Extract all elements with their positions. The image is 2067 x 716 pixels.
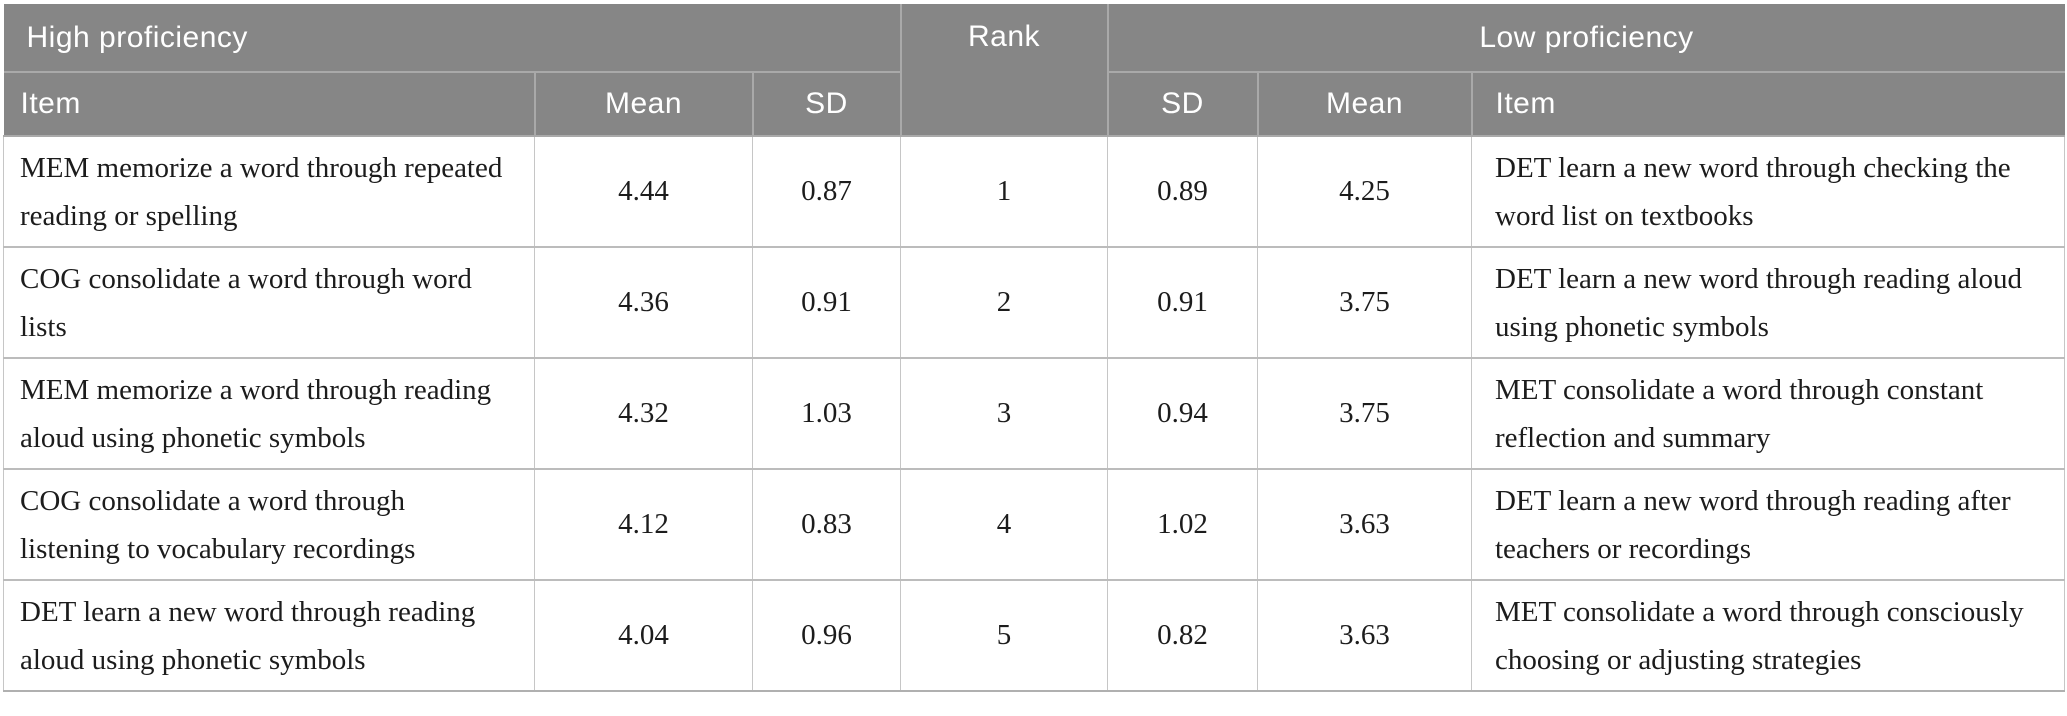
cell-low-sd: 1.02 bbox=[1107, 468, 1258, 580]
cell-low-item: MET consolidate a word through conscious… bbox=[1470, 579, 2066, 692]
cell-rank: 1 bbox=[900, 136, 1108, 247]
table-row: DET learn a new word through reading alo… bbox=[3, 579, 2066, 692]
page: High proficiency Rank Low proficiency It… bbox=[3, 4, 2066, 692]
cell-rank: 4 bbox=[900, 468, 1108, 580]
cell-low-sd: 0.94 bbox=[1107, 357, 1258, 469]
header-high-mean: Mean bbox=[533, 71, 754, 137]
table-body: MEM memorize a word through repeated rea… bbox=[3, 136, 2066, 692]
cell-low-sd: 0.82 bbox=[1107, 579, 1258, 692]
cell-low-item: DET learn a new word through checking th… bbox=[1470, 136, 2066, 247]
header-low-item: Item bbox=[1470, 71, 2065, 137]
cell-high-item: MEM memorize a word through reading alou… bbox=[3, 357, 535, 469]
table-header: High proficiency Rank Low proficiency It… bbox=[3, 4, 2065, 137]
header-high-sd: SD bbox=[751, 71, 902, 137]
cell-high-mean: 4.44 bbox=[534, 136, 753, 247]
table-row: COG consolidate a word through listening… bbox=[3, 468, 2066, 580]
header-group-row: High proficiency Rank Low proficiency bbox=[3, 4, 2065, 137]
cell-low-mean: 3.63 bbox=[1257, 468, 1472, 580]
header-columns-row: Item Mean SD SD Mean Item bbox=[3, 71, 2065, 137]
cell-high-mean: 4.12 bbox=[534, 468, 753, 580]
header-low-mean: Mean bbox=[1256, 71, 1473, 137]
table-row: MEM memorize a word through repeated rea… bbox=[3, 136, 2066, 247]
cell-high-item: DET learn a new word through reading alo… bbox=[3, 579, 535, 692]
cell-high-sd: 1.03 bbox=[752, 357, 901, 469]
cell-high-sd: 0.87 bbox=[752, 136, 901, 247]
cell-rank: 5 bbox=[900, 579, 1108, 692]
cell-low-mean: 3.75 bbox=[1257, 357, 1472, 469]
cell-high-sd: 0.91 bbox=[752, 246, 901, 358]
cell-rank: 2 bbox=[900, 246, 1108, 358]
cell-low-mean: 3.63 bbox=[1257, 579, 1472, 692]
cell-low-mean: 3.75 bbox=[1257, 246, 1472, 358]
cell-high-mean: 4.04 bbox=[534, 579, 753, 692]
cell-high-item: MEM memorize a word through repeated rea… bbox=[3, 136, 535, 247]
table-row: COG consolidate a word through word list… bbox=[3, 246, 2066, 358]
cell-high-mean: 4.36 bbox=[534, 246, 753, 358]
cell-low-sd: 0.91 bbox=[1107, 246, 1258, 358]
proficiency-comparison-table: High proficiency Rank Low proficiency It… bbox=[3, 4, 2066, 692]
cell-high-sd: 0.96 bbox=[752, 579, 901, 692]
header-low-proficiency: Low proficiency bbox=[1106, 4, 2065, 73]
cell-low-sd: 0.89 bbox=[1107, 136, 1258, 247]
cell-low-item: MET consolidate a word through constant … bbox=[1470, 357, 2066, 469]
cell-high-mean: 4.32 bbox=[534, 357, 753, 469]
cell-high-sd: 0.83 bbox=[752, 468, 901, 580]
header-low-sd: SD bbox=[1106, 71, 1259, 137]
cell-low-item: DET learn a new word through reading alo… bbox=[1470, 246, 2066, 358]
cell-low-item: DET learn a new word through reading aft… bbox=[1470, 468, 2066, 580]
cell-high-item: COG consolidate a word through word list… bbox=[3, 246, 535, 358]
cell-low-mean: 4.25 bbox=[1257, 136, 1472, 247]
cell-high-item: COG consolidate a word through listening… bbox=[3, 468, 535, 580]
cell-rank: 3 bbox=[900, 357, 1108, 469]
header-rank-label: Rank bbox=[967, 20, 1041, 53]
table-row: MEM memorize a word through reading alou… bbox=[3, 357, 2066, 469]
header-high-proficiency: High proficiency bbox=[3, 4, 902, 73]
header-high-item: Item bbox=[3, 71, 536, 137]
header-rank: Rank bbox=[899, 4, 1109, 137]
